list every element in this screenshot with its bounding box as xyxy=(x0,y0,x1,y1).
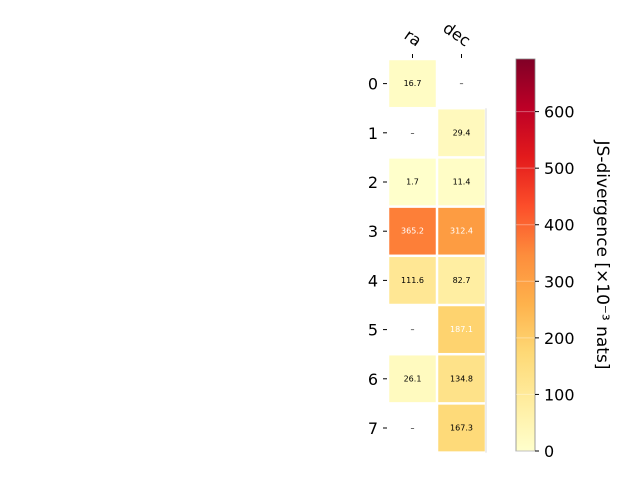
heatmap-cell xyxy=(389,207,436,255)
heatmap-cell-label: 16.7 xyxy=(404,79,422,88)
heatmap-cell xyxy=(389,355,436,403)
heatmap-cell-label: 1.7 xyxy=(406,178,419,187)
row-tick-label: 7 xyxy=(368,419,378,438)
heatmap-cell-label: 29.4 xyxy=(453,128,471,137)
colorbar-label: JS-divergence [×10⁻³ nats] xyxy=(592,140,612,370)
heatmap-cell-label: 134.8 xyxy=(450,374,473,383)
heatmap-cell-label: 187.1 xyxy=(450,325,473,334)
colorbar-tick-label: 500 xyxy=(544,159,575,178)
heatmap-cell-label: 82.7 xyxy=(453,276,471,285)
heatmap-cell-label: – xyxy=(411,424,415,433)
colorbar-tick-label: 100 xyxy=(544,385,575,404)
heatmap-cell-label: 111.6 xyxy=(401,276,424,285)
colorbar-gradient xyxy=(515,58,536,452)
heatmap-cell xyxy=(438,257,485,304)
heatmap-cell-label: 365.2 xyxy=(401,227,424,236)
row-tick-label: 1 xyxy=(368,124,378,143)
column-tick-label: dec xyxy=(440,18,474,50)
heatmap-cell-label: – xyxy=(411,128,415,137)
heatmap-cell-label: 26.1 xyxy=(404,374,422,383)
row-tick-label: 4 xyxy=(368,271,378,290)
colorbar-tick-label: 0 xyxy=(544,442,554,461)
heatmap-cell-label: – xyxy=(460,79,464,88)
row-tick-label: 5 xyxy=(368,321,378,340)
heatmap-cell xyxy=(389,60,436,107)
heatmap-cell xyxy=(438,158,485,206)
heatmap-cell xyxy=(438,207,485,255)
heatmap-cell xyxy=(389,257,436,304)
row-tick-label: 6 xyxy=(368,370,378,389)
heatmap-cell xyxy=(389,158,436,206)
heatmap-cells: 16.7 – – 29.4 1.7 11.4 365.2 312.4 111.6 82.7 – 187… xyxy=(389,60,487,453)
heatmap-cell-label: – xyxy=(411,325,415,334)
heatmap-cell xyxy=(438,404,485,452)
heatmap-cell xyxy=(438,355,485,403)
heatmap-cell xyxy=(438,306,485,353)
column-tick-label: ra xyxy=(401,25,425,50)
heatmap-cell-label: 167.3 xyxy=(450,424,473,433)
row-tick-label: 0 xyxy=(368,75,378,94)
colorbar: JS-divergence [×10⁻³ nats] 0 100 200 300 400… xyxy=(515,58,612,461)
row-tick-label: 3 xyxy=(368,222,378,241)
colorbar-tick-label: 300 xyxy=(544,272,575,291)
heatmap-cell-label: 312.4 xyxy=(450,227,473,236)
heatmap-cell-label: 11.4 xyxy=(453,178,471,187)
heatmap-cell xyxy=(438,109,485,157)
colorbar-tick-label: 200 xyxy=(544,329,575,348)
row-tick-label: 2 xyxy=(368,173,378,192)
colorbar-tick-label: 400 xyxy=(544,216,575,235)
colorbar-tick-label: 600 xyxy=(544,103,575,122)
